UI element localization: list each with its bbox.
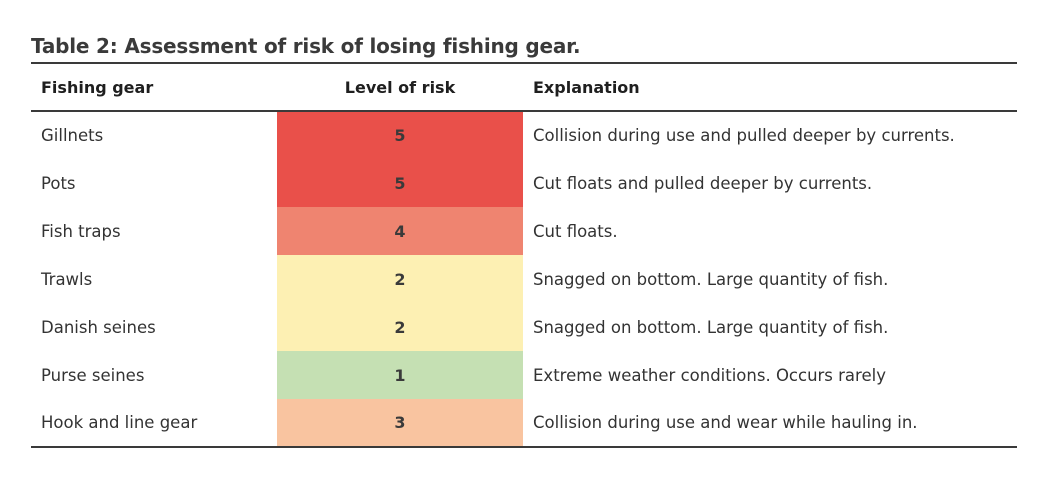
- explanation-cell: Snagged on bottom. Large quantity of fis…: [533, 269, 889, 289]
- header-row: Fishing gear Level of risk Explanation: [31, 63, 1017, 112]
- table-row: Purse seines 1 Extreme weather condition…: [31, 351, 1017, 399]
- table-row: Fish traps 4 Cut floats.: [31, 207, 1017, 255]
- table-title: Table 2: Assessment of risk of losing fi…: [31, 34, 581, 58]
- risk-cell: 3: [277, 399, 523, 447]
- gear-cell: Gillnets: [41, 126, 104, 145]
- gear-cell: Hook and line gear: [41, 413, 198, 432]
- gear-cell: Danish seines: [41, 317, 156, 337]
- explanation-cell: Snagged on bottom. Large quantity of fis…: [533, 317, 889, 337]
- table-header: Fishing gear Level of risk Explanation: [31, 63, 1017, 112]
- table-body: Gillnets 5 Collision during use and pull…: [31, 111, 1017, 447]
- table-row: Trawls 2 Snagged on bottom. Large quanti…: [31, 255, 1017, 303]
- explanation-cell: Collision during use and pulled deeper b…: [533, 126, 955, 145]
- explanation-cell: Collision during use and wear while haul…: [533, 413, 918, 432]
- risk-cell: 2: [277, 303, 523, 351]
- header-level-of-risk: Level of risk: [277, 63, 523, 112]
- header-fishing-gear: Fishing gear: [31, 63, 277, 112]
- gear-cell: Fish traps: [41, 221, 121, 241]
- gear-cell: Pots: [41, 173, 76, 193]
- table-container: Table 2: Assessment of risk of losing fi…: [31, 30, 1017, 448]
- risk-table: Fishing gear Level of risk Explanation G…: [31, 62, 1017, 448]
- table-row: Pots 5 Cut floats and pulled deeper by c…: [31, 159, 1017, 207]
- risk-cell: 5: [277, 159, 523, 207]
- explanation-cell: Cut floats and pulled deeper by currents…: [533, 173, 873, 193]
- table-row: Danish seines 2 Snagged on bottom. Large…: [31, 303, 1017, 351]
- risk-cell: 4: [277, 207, 523, 255]
- risk-cell: 1: [277, 351, 523, 399]
- explanation-cell: Cut floats.: [533, 221, 618, 241]
- table-row: Hook and line gear 3 Collision during us…: [31, 399, 1017, 447]
- gear-cell: Purse seines: [41, 365, 145, 385]
- risk-cell: 5: [277, 111, 523, 159]
- table-row: Gillnets 5 Collision during use and pull…: [31, 111, 1017, 159]
- gear-cell: Trawls: [41, 269, 93, 289]
- explanation-cell: Extreme weather conditions. Occurs rarel…: [533, 365, 886, 385]
- header-explanation: Explanation: [523, 63, 1017, 112]
- risk-cell: 2: [277, 255, 523, 303]
